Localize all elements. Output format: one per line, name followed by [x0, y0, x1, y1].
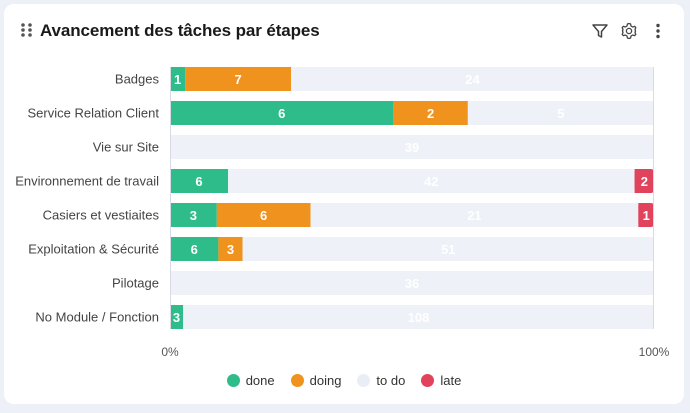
bar-value-label: 7 [234, 72, 241, 87]
bar-value-label: 2 [427, 106, 434, 121]
legend-label: late [440, 372, 462, 388]
legend-label: to do [376, 372, 406, 388]
bar-segment-late-join [634, 169, 639, 193]
category-label: Badges [115, 72, 160, 87]
bar-value-label: 108 [408, 310, 430, 325]
card-title: Avancement des tâches par étapes [40, 21, 320, 40]
bar-value-label: 21 [467, 208, 481, 223]
bar-segment-done[interactable] [170, 305, 184, 329]
bar-value-label: 6 [260, 208, 267, 223]
bar-value-label: 1 [643, 208, 650, 223]
bar-segment-doing[interactable] [185, 67, 291, 91]
legend-item-late[interactable]: late [421, 373, 461, 388]
category-label: Exploitation & Sécurité [28, 242, 159, 257]
legend-item-doing[interactable]: doing [290, 372, 342, 388]
bar-segment-doing[interactable] [393, 101, 468, 125]
filter-icon[interactable] [589, 20, 611, 42]
legend-item-todo[interactable]: to do [357, 373, 405, 388]
category-label: Vie sur Site [93, 140, 159, 155]
bar-segment-todo[interactable] [170, 135, 654, 159]
bar-value-label: 6 [191, 242, 198, 257]
bar-segment-todo[interactable] [467, 101, 654, 125]
card-header: Avancement des tâches par étapes [4, 4, 684, 56]
legend-label: doing [309, 372, 342, 388]
bar-segment-late[interactable] [634, 169, 654, 193]
bar-segment-todo[interactable] [228, 169, 635, 193]
bar-value-label: 39 [405, 140, 419, 155]
bar-value-label: 6 [278, 106, 285, 121]
category-label: Service Relation Client [27, 106, 159, 121]
legend-marker [226, 373, 240, 387]
bar-segment-doing[interactable] [218, 237, 243, 261]
stacked-bar-chart: Badges 1 7 24 Service Relation Client 6 2 5 Vie … [15, 67, 670, 359]
category-label: No Module / Fonction [35, 310, 159, 325]
bar-segment-done[interactable] [170, 169, 229, 193]
bar-segment-doing[interactable] [216, 203, 311, 227]
bar-segment-todo[interactable] [291, 67, 654, 91]
bar-value-label: 1 [174, 72, 181, 87]
chart-card: Avancement des tâches par étapes Badges 1… [4, 4, 684, 404]
legend-marker [290, 373, 304, 387]
bar-value-label: 3 [227, 242, 234, 257]
bar-value-label: 6 [195, 174, 202, 189]
category-label: Casiers et vestiaites [43, 208, 160, 223]
legend-marker [357, 373, 371, 387]
bar-segment-done[interactable] [170, 101, 394, 125]
bar-segment-done[interactable] [170, 237, 219, 261]
x-tick-label: 0% [161, 345, 179, 359]
bar-value-label: 2 [641, 174, 648, 189]
more-vertical-icon[interactable] [647, 20, 669, 42]
bar-value-label: 3 [173, 310, 180, 325]
category-label: Pilotage [112, 276, 159, 291]
legend-marker [421, 373, 435, 387]
bar-value-label: 24 [465, 72, 480, 87]
bar-segment-done[interactable] [170, 67, 186, 91]
bar-segment-todo[interactable] [170, 271, 654, 295]
chart-legend: done doing to do late [4, 370, 684, 390]
bar-segment-late-join [638, 203, 643, 227]
category-label: Environnement de travail [15, 174, 159, 189]
bar-value-label: 5 [557, 106, 564, 121]
legend-label: done [245, 372, 275, 388]
bar-value-label: 51 [441, 242, 455, 257]
legend-item-done[interactable]: done [226, 372, 275, 388]
bar-value-label: 3 [190, 208, 197, 223]
bar-segment-todo[interactable] [242, 237, 654, 261]
bar-segment-todo[interactable] [183, 305, 654, 329]
bar-segment-done[interactable] [170, 203, 217, 227]
bar-value-label: 36 [405, 276, 419, 291]
settings-icon[interactable] [618, 20, 640, 42]
bar-value-label: 42 [424, 174, 438, 189]
drag-handle-icon[interactable] [20, 22, 34, 38]
x-tick-label: 100% [639, 345, 670, 359]
bar-segment-todo[interactable] [310, 203, 639, 227]
